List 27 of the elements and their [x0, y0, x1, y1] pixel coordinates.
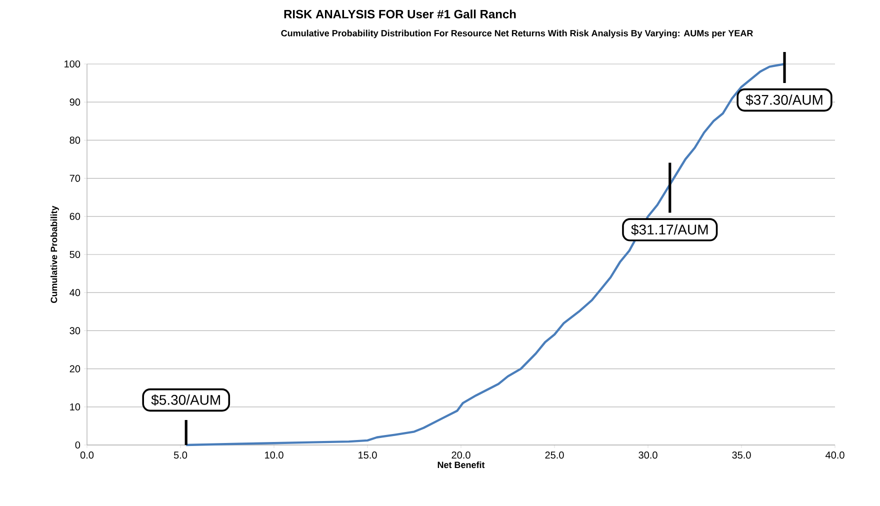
x-tick-label: 15.0 — [358, 452, 377, 459]
x-tick-label: 35.0 — [732, 452, 751, 459]
y-tick-label: 100 — [64, 60, 80, 68]
x-tick-label: 30.0 — [638, 452, 658, 459]
y-tick-label: 30 — [70, 327, 80, 334]
x-tick-label: 40.0 — [826, 452, 844, 459]
x-tick-label: 5.0 — [174, 452, 188, 459]
y-tick-label: 50 — [70, 250, 80, 258]
annotation: $31.17/AUM — [631, 224, 708, 236]
annotation: $5.30/AUM — [151, 394, 220, 406]
x-tick-label: 25.0 — [545, 452, 564, 459]
y-tick-label: 10 — [70, 403, 80, 410]
y-tick-label: 60 — [70, 212, 80, 220]
x-tick-label: 20.0 — [452, 452, 470, 459]
x-tick-label: 0.0 — [80, 452, 94, 459]
y-tick-label: 40 — [70, 289, 80, 296]
y-tick-label: 20 — [70, 365, 80, 372]
y-tick-label: 70 — [70, 174, 80, 182]
chart-title: RISK ANALYSIS FOR User #1 Gall Ranch — [284, 10, 516, 18]
y-axis-title: Cumulative Probability — [50, 206, 59, 303]
y-tick-label: 90 — [70, 98, 80, 106]
annotation: $37.30/AUM — [746, 94, 822, 106]
y-tick-label: 0 — [75, 441, 80, 449]
x-tick-label: 10.0 — [265, 452, 284, 459]
chart-subtitle: Cumulative Probability Distribution For Resource Net Returns With Risk Analysis By Varying: AUMs per YEAR — [281, 30, 753, 38]
y-tick-label: 80 — [70, 136, 80, 144]
x-axis-title: Net Benefit — [438, 461, 485, 468]
